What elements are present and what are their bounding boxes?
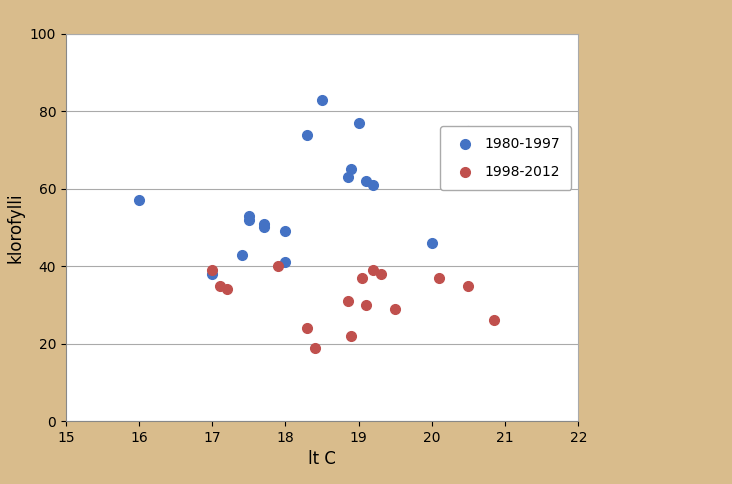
1998-2012 — [488, 317, 500, 324]
Legend: 1980-1997, 1998-2012: 1980-1997, 1998-2012 — [440, 126, 572, 190]
1998-2012 — [302, 324, 313, 332]
1980-1997 — [353, 119, 365, 127]
1998-2012 — [206, 266, 218, 274]
1998-2012 — [433, 274, 445, 282]
1980-1997 — [346, 166, 357, 173]
1980-1997 — [133, 197, 145, 204]
1980-1997 — [258, 220, 269, 227]
X-axis label: lt C: lt C — [308, 450, 336, 469]
1998-2012 — [389, 305, 401, 313]
1980-1997 — [258, 224, 269, 231]
1980-1997 — [243, 216, 255, 224]
1980-1997 — [302, 131, 313, 138]
1998-2012 — [356, 274, 368, 282]
1980-1997 — [243, 212, 255, 220]
1980-1997 — [426, 239, 438, 247]
1980-1997 — [360, 177, 372, 185]
Y-axis label: klorofylli: klorofylli — [7, 192, 24, 263]
1998-2012 — [221, 286, 233, 293]
1980-1997 — [463, 127, 474, 135]
1998-2012 — [375, 270, 386, 278]
1980-1997 — [316, 96, 328, 104]
1980-1997 — [367, 181, 379, 189]
1998-2012 — [272, 262, 284, 270]
1998-2012 — [463, 282, 474, 289]
1998-2012 — [214, 282, 225, 289]
1998-2012 — [309, 344, 321, 351]
1998-2012 — [367, 266, 379, 274]
1998-2012 — [360, 301, 372, 309]
1980-1997 — [342, 173, 354, 181]
1980-1997 — [280, 227, 291, 235]
1980-1997 — [236, 251, 247, 258]
1998-2012 — [346, 332, 357, 340]
1998-2012 — [342, 297, 354, 305]
1980-1997 — [280, 258, 291, 266]
1980-1997 — [206, 270, 218, 278]
